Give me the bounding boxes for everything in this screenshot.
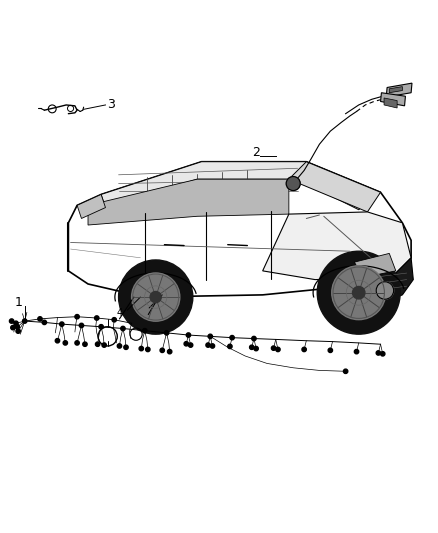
Circle shape [55, 338, 60, 343]
Circle shape [75, 341, 79, 345]
Circle shape [95, 316, 99, 320]
Polygon shape [77, 195, 106, 219]
Polygon shape [386, 83, 412, 97]
Polygon shape [350, 258, 413, 304]
Text: 4: 4 [117, 308, 123, 318]
Circle shape [124, 345, 128, 350]
Circle shape [208, 334, 212, 338]
Circle shape [143, 328, 147, 333]
Circle shape [332, 266, 386, 320]
Circle shape [95, 342, 100, 346]
Circle shape [63, 341, 67, 345]
Circle shape [252, 336, 256, 341]
Circle shape [121, 326, 125, 330]
Polygon shape [88, 179, 289, 225]
Circle shape [117, 344, 122, 348]
Polygon shape [289, 161, 381, 212]
Circle shape [286, 176, 300, 190]
Circle shape [131, 273, 180, 321]
Circle shape [276, 348, 280, 352]
Circle shape [376, 351, 381, 355]
Circle shape [167, 350, 172, 354]
Circle shape [99, 325, 103, 329]
Circle shape [79, 323, 84, 328]
Circle shape [188, 343, 193, 348]
Text: 2: 2 [252, 147, 260, 159]
Circle shape [112, 318, 117, 322]
Circle shape [75, 314, 79, 319]
Text: 3: 3 [107, 98, 115, 110]
Circle shape [15, 325, 19, 329]
Circle shape [16, 329, 20, 333]
Circle shape [83, 342, 87, 346]
Polygon shape [381, 93, 406, 106]
Circle shape [22, 319, 27, 323]
Circle shape [11, 326, 15, 330]
Circle shape [250, 345, 254, 350]
Circle shape [160, 348, 164, 352]
Polygon shape [68, 161, 411, 297]
Circle shape [38, 317, 42, 321]
Circle shape [343, 369, 348, 374]
Polygon shape [263, 212, 411, 280]
Circle shape [119, 260, 193, 334]
Circle shape [164, 330, 169, 335]
Circle shape [42, 320, 46, 325]
Polygon shape [101, 161, 381, 210]
Polygon shape [384, 98, 397, 108]
Circle shape [354, 350, 359, 354]
Circle shape [102, 343, 106, 348]
Circle shape [302, 348, 306, 352]
Circle shape [328, 348, 332, 352]
Circle shape [254, 346, 258, 351]
Circle shape [186, 333, 191, 337]
Circle shape [272, 346, 276, 350]
Circle shape [381, 352, 385, 356]
Circle shape [184, 342, 188, 346]
Circle shape [206, 343, 210, 348]
Circle shape [139, 346, 144, 351]
Circle shape [146, 348, 150, 352]
Polygon shape [389, 87, 403, 93]
Text: 1: 1 [15, 296, 23, 309]
Circle shape [376, 282, 394, 299]
Circle shape [10, 319, 14, 323]
Circle shape [210, 344, 215, 348]
Circle shape [353, 286, 365, 299]
Circle shape [150, 292, 161, 303]
Circle shape [317, 251, 400, 334]
Circle shape [60, 322, 64, 326]
Circle shape [230, 335, 234, 340]
Circle shape [228, 344, 232, 349]
Polygon shape [354, 253, 396, 277]
Circle shape [14, 321, 18, 326]
